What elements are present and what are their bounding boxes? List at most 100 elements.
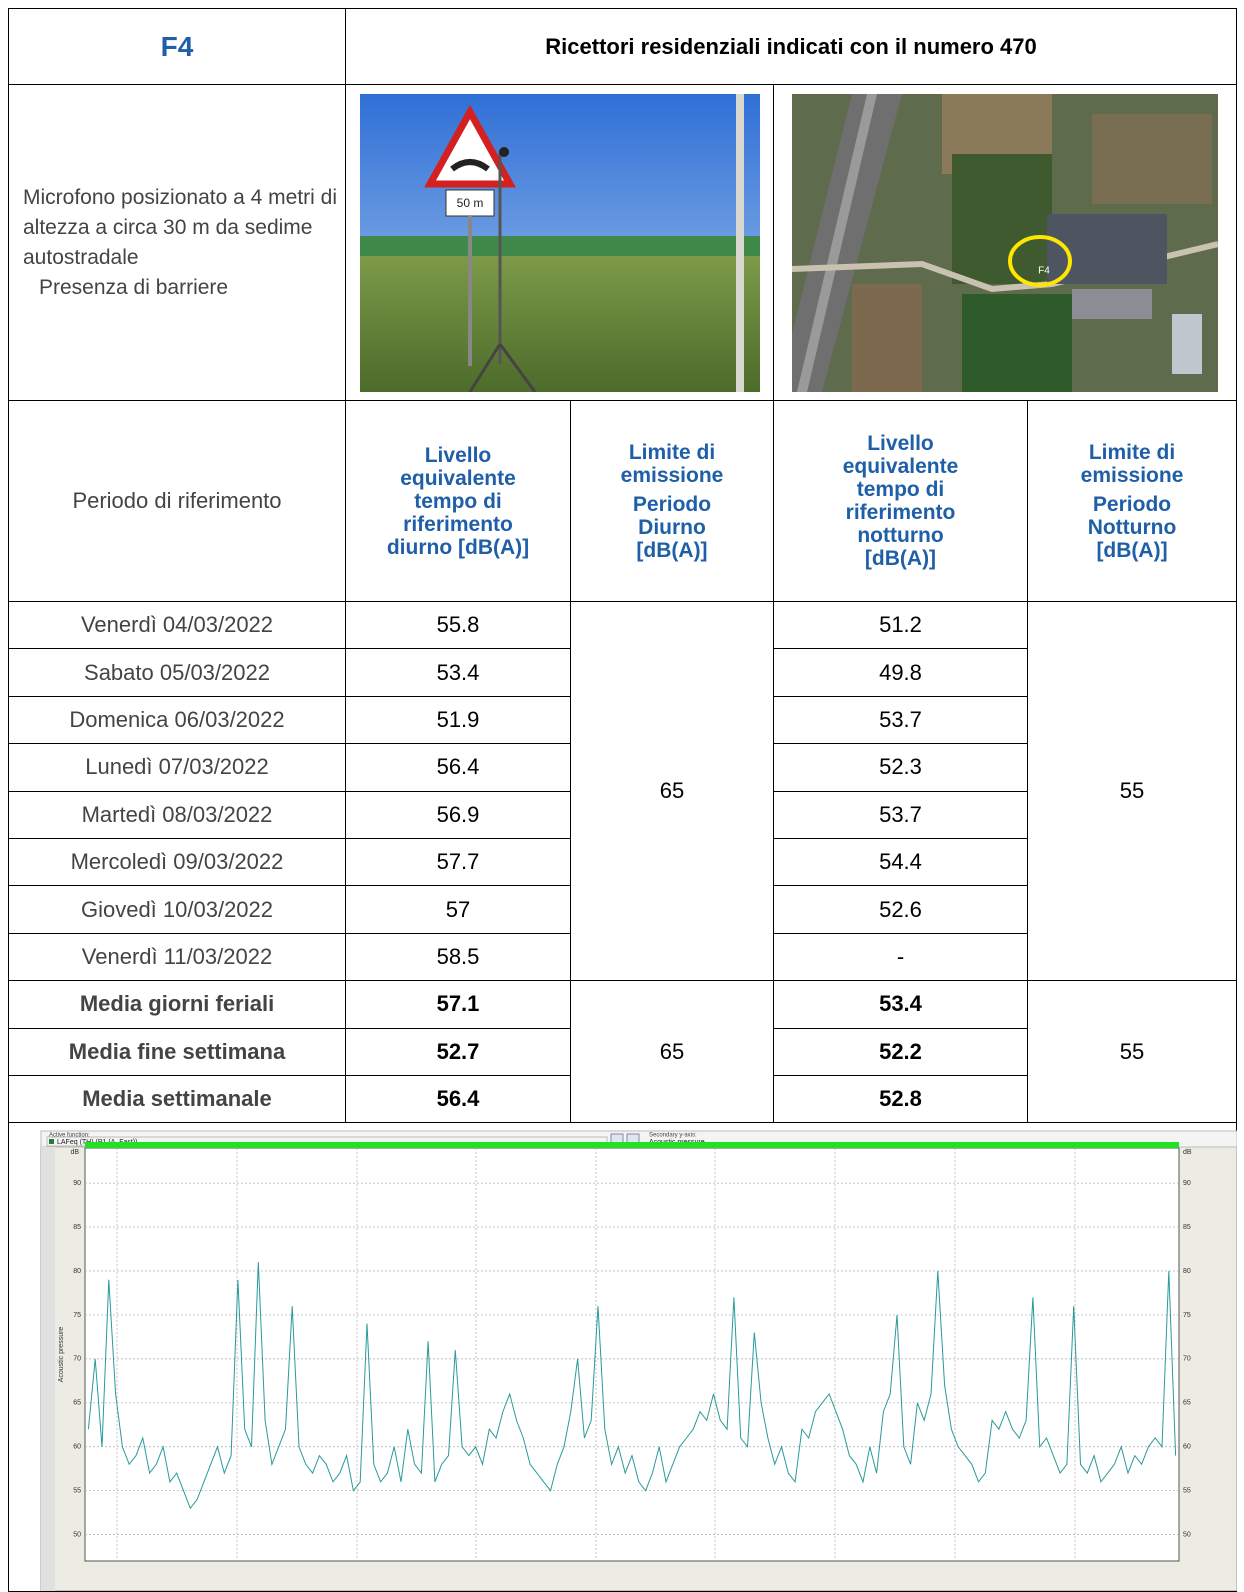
table-cell: 53.4	[345, 648, 571, 697]
y-tick-label: 80	[73, 1268, 81, 1275]
table-cell: 52.8	[773, 1074, 1028, 1124]
y-tick-label: 85	[73, 1224, 81, 1231]
y-tick-label: 55	[73, 1488, 81, 1495]
table-cell: 53.4	[773, 980, 1028, 1029]
plot-area	[84, 1147, 1180, 1562]
header-text: Limite di emissione	[620, 440, 724, 487]
table-cell: Mercoledì 09/03/2022	[8, 837, 346, 887]
table-cell: 52.6	[773, 885, 1028, 934]
y2-tick-label: 90	[1183, 1180, 1191, 1187]
header-cell: Limite di emissione Periodo Diurno [dB(A)…	[570, 400, 774, 602]
table-cell: 58.5	[345, 932, 571, 982]
table-row: Venerdì 11/03/2022 58.5 -	[8, 932, 1237, 982]
table-row: Giovedì 10/03/2022 57 52.6	[8, 885, 1237, 934]
table-cell: 49.8	[773, 648, 1028, 697]
y-tick-label: 50	[73, 1532, 81, 1539]
table-cell: 52.7	[345, 1027, 571, 1076]
y-axis-label: Acoustic pressure	[58, 1327, 65, 1383]
y-tick-label: 70	[73, 1356, 81, 1363]
header-text: Livello equivalente tempo di riferimento…	[386, 443, 530, 559]
y2-tick-label: 75	[1183, 1312, 1191, 1319]
table-cell: 55.8	[345, 600, 571, 650]
y2-tick-label: 85	[1183, 1224, 1191, 1231]
y2-tick-label: 55	[1183, 1488, 1191, 1495]
title: Ricettori residenziali indicati con il n…	[344, 8, 1238, 85]
table-row: Domenica 06/03/2022 51.9 53.7	[8, 695, 1237, 745]
table-cell: 52.3	[773, 743, 1028, 792]
status-bar	[85, 1142, 1179, 1149]
table-cell: 53.7	[773, 695, 1028, 745]
table-cell: 55	[1026, 600, 1238, 982]
y2-tick-label: 70	[1183, 1356, 1191, 1363]
table-row: Media settimanale 56.4 52.8	[8, 1074, 1237, 1124]
map-cell: F4	[772, 84, 1238, 401]
table-cell: 57.1	[345, 980, 571, 1029]
data-rows: Venerdì 04/03/2022 55.8 65 51.2 55 Sabato 05/…	[8, 600, 1238, 982]
y2-tick-label: 60	[1183, 1444, 1191, 1451]
header-cell: Livello equivalente tempo di riferimento…	[345, 400, 571, 602]
table-row: Media fine settimana 52.7 52.2	[8, 1027, 1237, 1076]
chart: Active function:LAFeq (TH) (P1 (A, Fast)…	[40, 1130, 1237, 1592]
header-cell: Periodo di riferimento	[8, 400, 346, 602]
description: Microfono posizionato a 4 metri di altez…	[8, 84, 346, 401]
table-cell: 55	[1026, 980, 1238, 1124]
y2-tick-label: 80	[1183, 1268, 1191, 1275]
table-cell: 51.2	[773, 600, 1028, 650]
table-cell: Giovedì 10/03/2022	[8, 885, 346, 934]
table-cell: 65	[570, 980, 774, 1124]
chart-cell: Active function:LAFeq (TH) (P1 (A, Fast)…	[7, 1122, 1238, 1592]
table-cell: Media fine settimana	[8, 1027, 346, 1076]
y-tick-label: 75	[73, 1312, 81, 1319]
table-row: Mercoledì 09/03/2022 57.7 54.4	[8, 837, 1237, 887]
table-cell: Venerdì 11/03/2022	[8, 932, 346, 982]
table-cell: 53.7	[773, 790, 1028, 839]
table-cell: Media giorni feriali	[8, 980, 346, 1029]
data-line	[87, 1262, 1177, 1510]
table-cell: 56.4	[345, 1074, 571, 1124]
y-tick-label: 60	[73, 1444, 81, 1451]
table-cell: 51.9	[345, 695, 571, 745]
header-cell: Livello equivalente tempo di riferimento…	[773, 400, 1028, 602]
photo-cell: 50 m	[345, 84, 774, 401]
header-text: Limite di emissione	[1080, 440, 1184, 487]
table-cell: 56.4	[345, 743, 571, 792]
secondary-label: Secondary y-axis:	[649, 1133, 697, 1139]
header-text: Periodo Notturno [dB(A)]	[1087, 492, 1177, 562]
y2-unit: dB	[1183, 1149, 1192, 1156]
desc-text: Presenza di barriere	[39, 275, 229, 299]
table-cell: Sabato 05/03/2022	[8, 648, 346, 697]
svg-text:50 m: 50 m	[456, 196, 483, 210]
y2-tick-label: 65	[1183, 1400, 1191, 1407]
table-cell: Lunedì 07/03/2022	[8, 743, 346, 792]
table-cell: 56.9	[345, 790, 571, 839]
legend-swatch	[49, 1139, 54, 1145]
y2-tick-label: 50	[1183, 1532, 1191, 1539]
table-row: Venerdì 04/03/2022 55.8 65 51.2 55	[8, 600, 1238, 982]
y-tick-label: 90	[73, 1180, 81, 1187]
desc-text: Microfono posizionato a 4 metri di altez…	[23, 185, 337, 269]
y-unit: dB	[70, 1149, 79, 1156]
station-code: F4	[8, 8, 346, 85]
report-table: F4 Ricettori residenziali indicati con i…	[7, 8, 1238, 1592]
table-row: Martedì 08/03/2022 56.9 53.7	[8, 790, 1237, 839]
table-cell: 57	[345, 885, 571, 934]
table-cell: 65	[570, 600, 774, 982]
header-text: Livello equivalente tempo di riferimento…	[842, 432, 959, 570]
summary-rows: Media giorni feriali 57.1 65 53.4 55 Media fi…	[8, 980, 1238, 1124]
table-cell: 52.2	[773, 1027, 1028, 1076]
table-row: Lunedì 07/03/2022 56.4 52.3	[8, 743, 1237, 792]
table-cell: Venerdì 04/03/2022	[8, 600, 346, 650]
table-row: Media giorni feriali 57.1 65 53.4 55	[8, 980, 1238, 1124]
y-tick-label: 65	[73, 1400, 81, 1407]
table-cell: Martedì 08/03/2022	[8, 790, 346, 839]
table-cell: Media settimanale	[8, 1074, 346, 1124]
function-label: Active function:	[49, 1133, 90, 1139]
aerial-map: F4	[792, 93, 1219, 392]
table-cell: 54.4	[773, 837, 1028, 887]
table-row: Sabato 05/03/2022 53.4 49.8	[8, 648, 1237, 697]
side-toolbar	[41, 1147, 55, 1592]
table-cell: Domenica 06/03/2022	[8, 695, 346, 745]
header-text: Periodo Diurno [dB(A)]	[632, 492, 712, 562]
table-cell: 57.7	[345, 837, 571, 887]
